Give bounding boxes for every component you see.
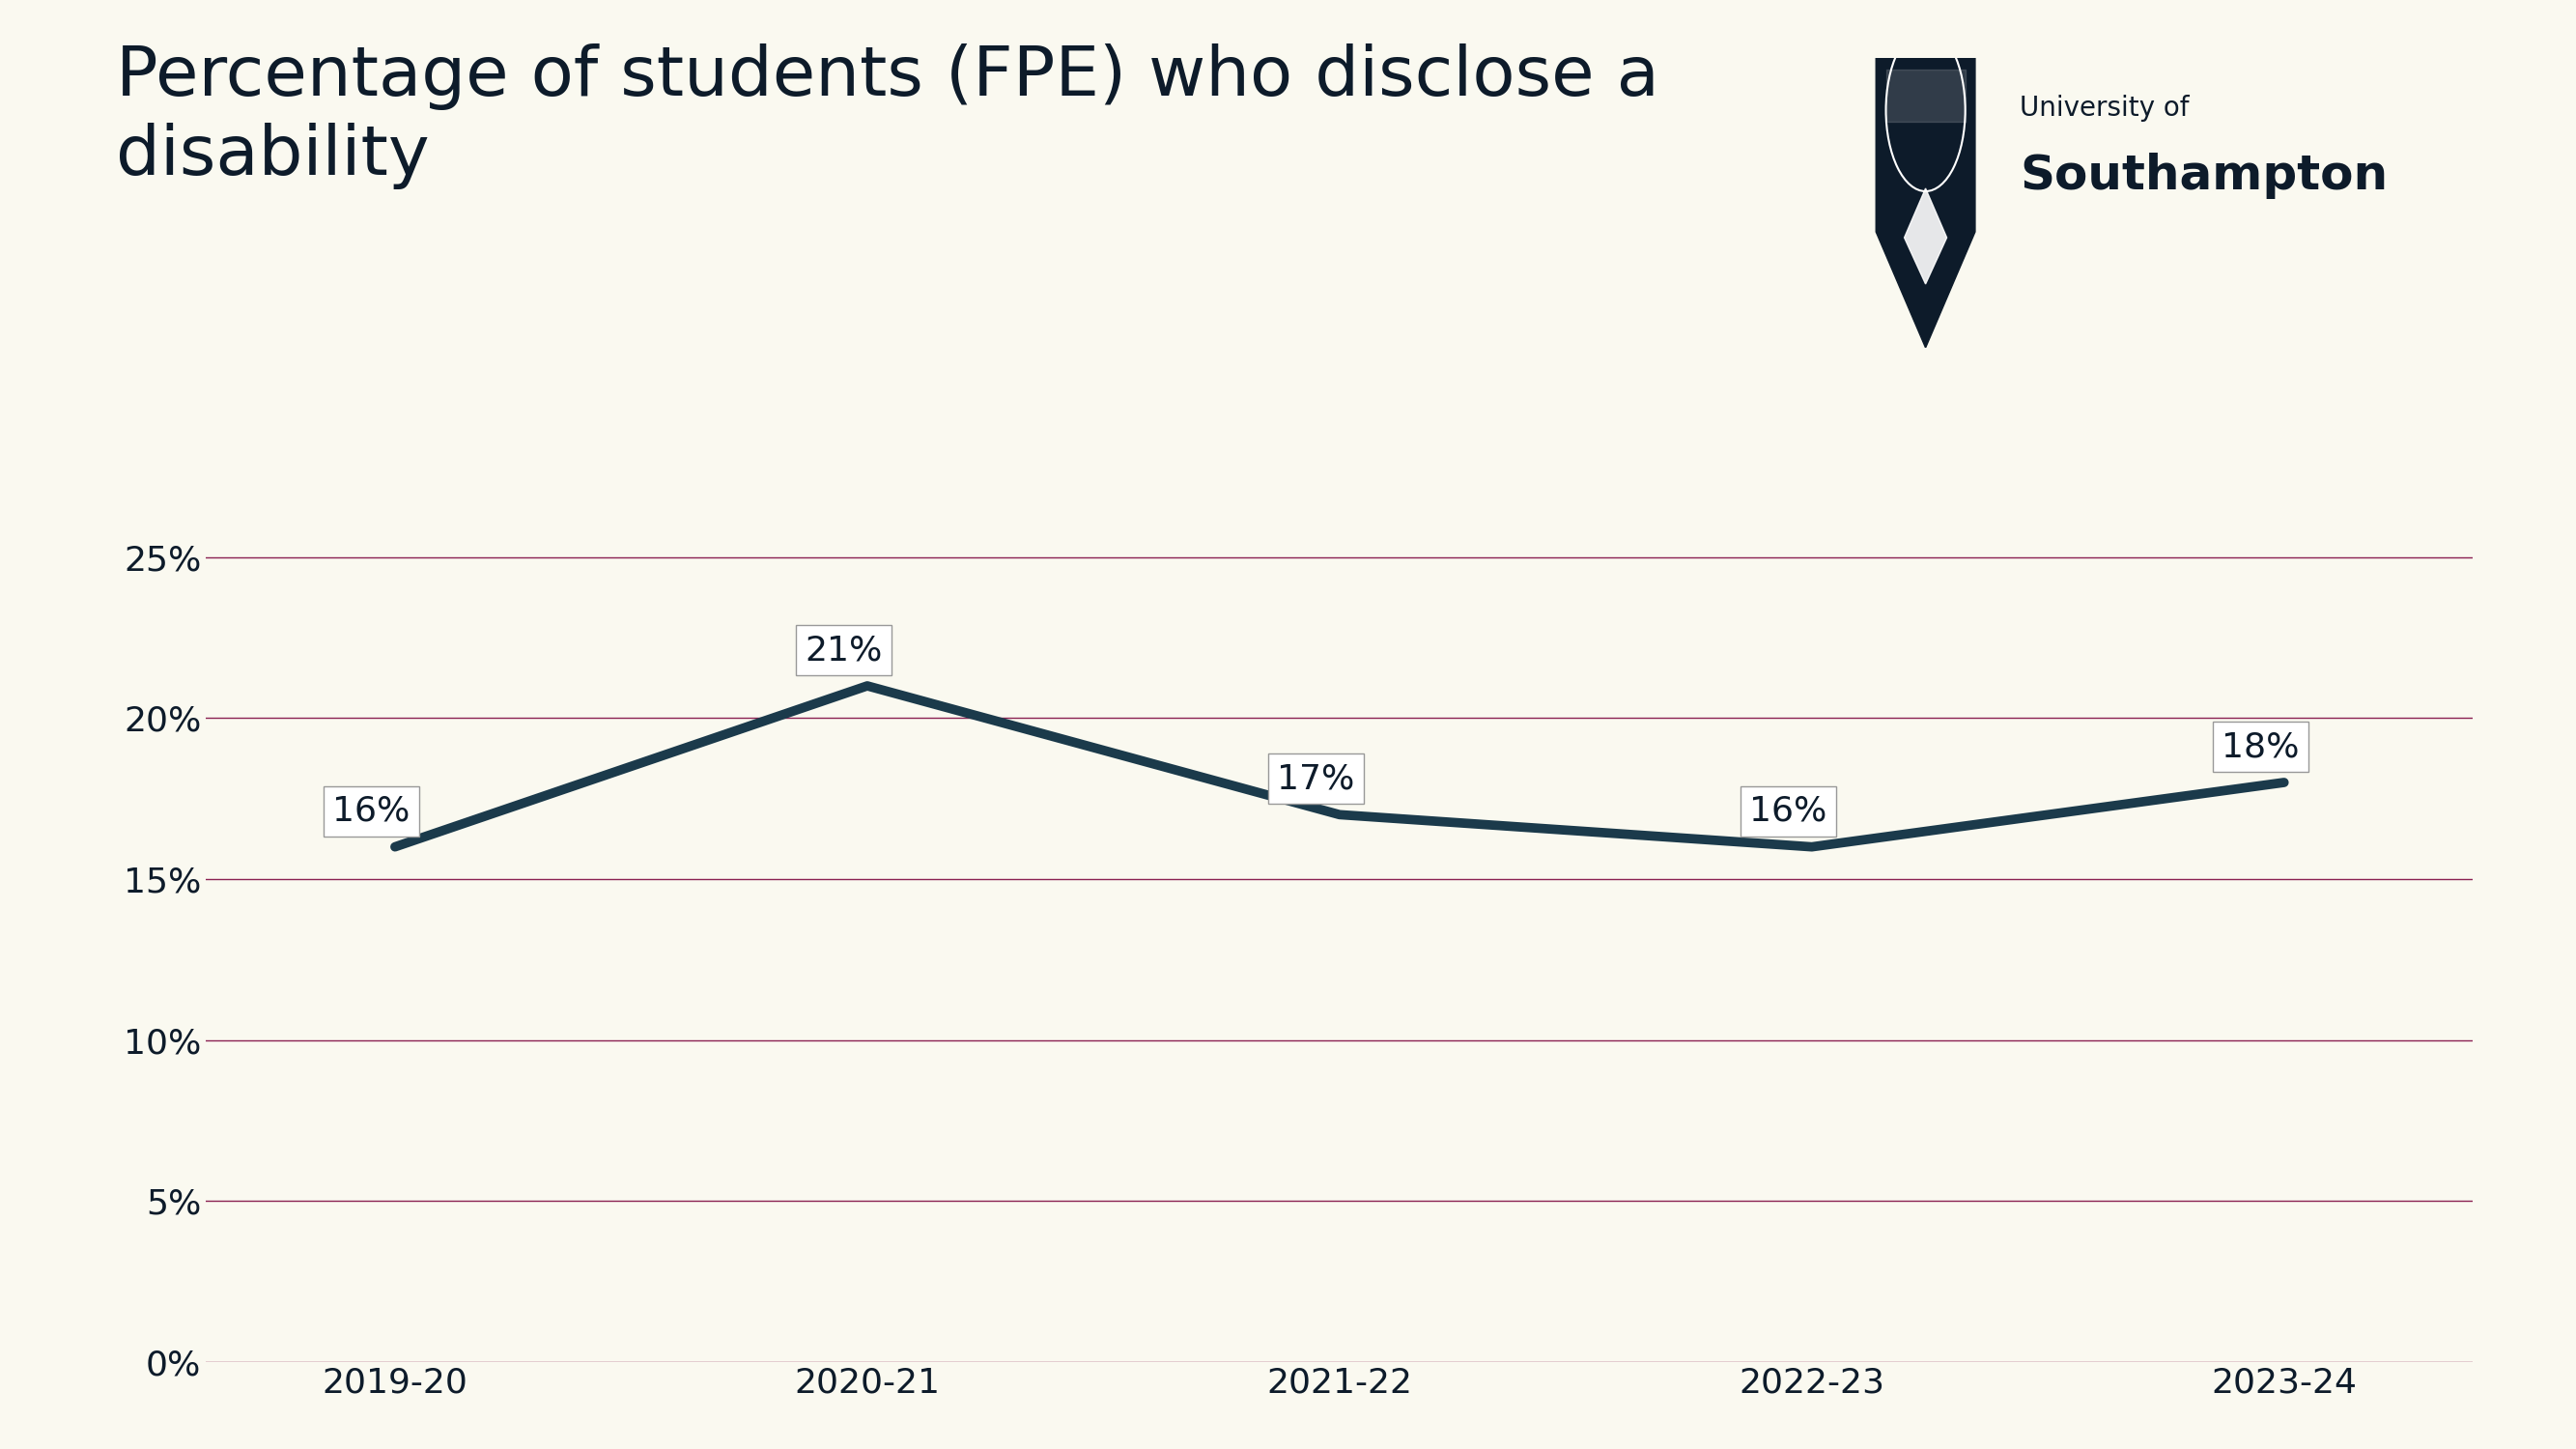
Polygon shape bbox=[1875, 58, 1976, 348]
Text: 16%: 16% bbox=[1749, 794, 1826, 827]
Text: Southampton: Southampton bbox=[2020, 152, 2388, 199]
Text: University of: University of bbox=[2020, 94, 2190, 122]
Text: Percentage of students (FPE) who disclose a
disability: Percentage of students (FPE) who disclos… bbox=[116, 43, 1659, 190]
Polygon shape bbox=[1904, 188, 1947, 284]
Text: 21%: 21% bbox=[804, 633, 884, 667]
Text: 17%: 17% bbox=[1278, 762, 1355, 796]
Text: 16%: 16% bbox=[332, 794, 410, 827]
Text: 18%: 18% bbox=[2221, 730, 2300, 764]
